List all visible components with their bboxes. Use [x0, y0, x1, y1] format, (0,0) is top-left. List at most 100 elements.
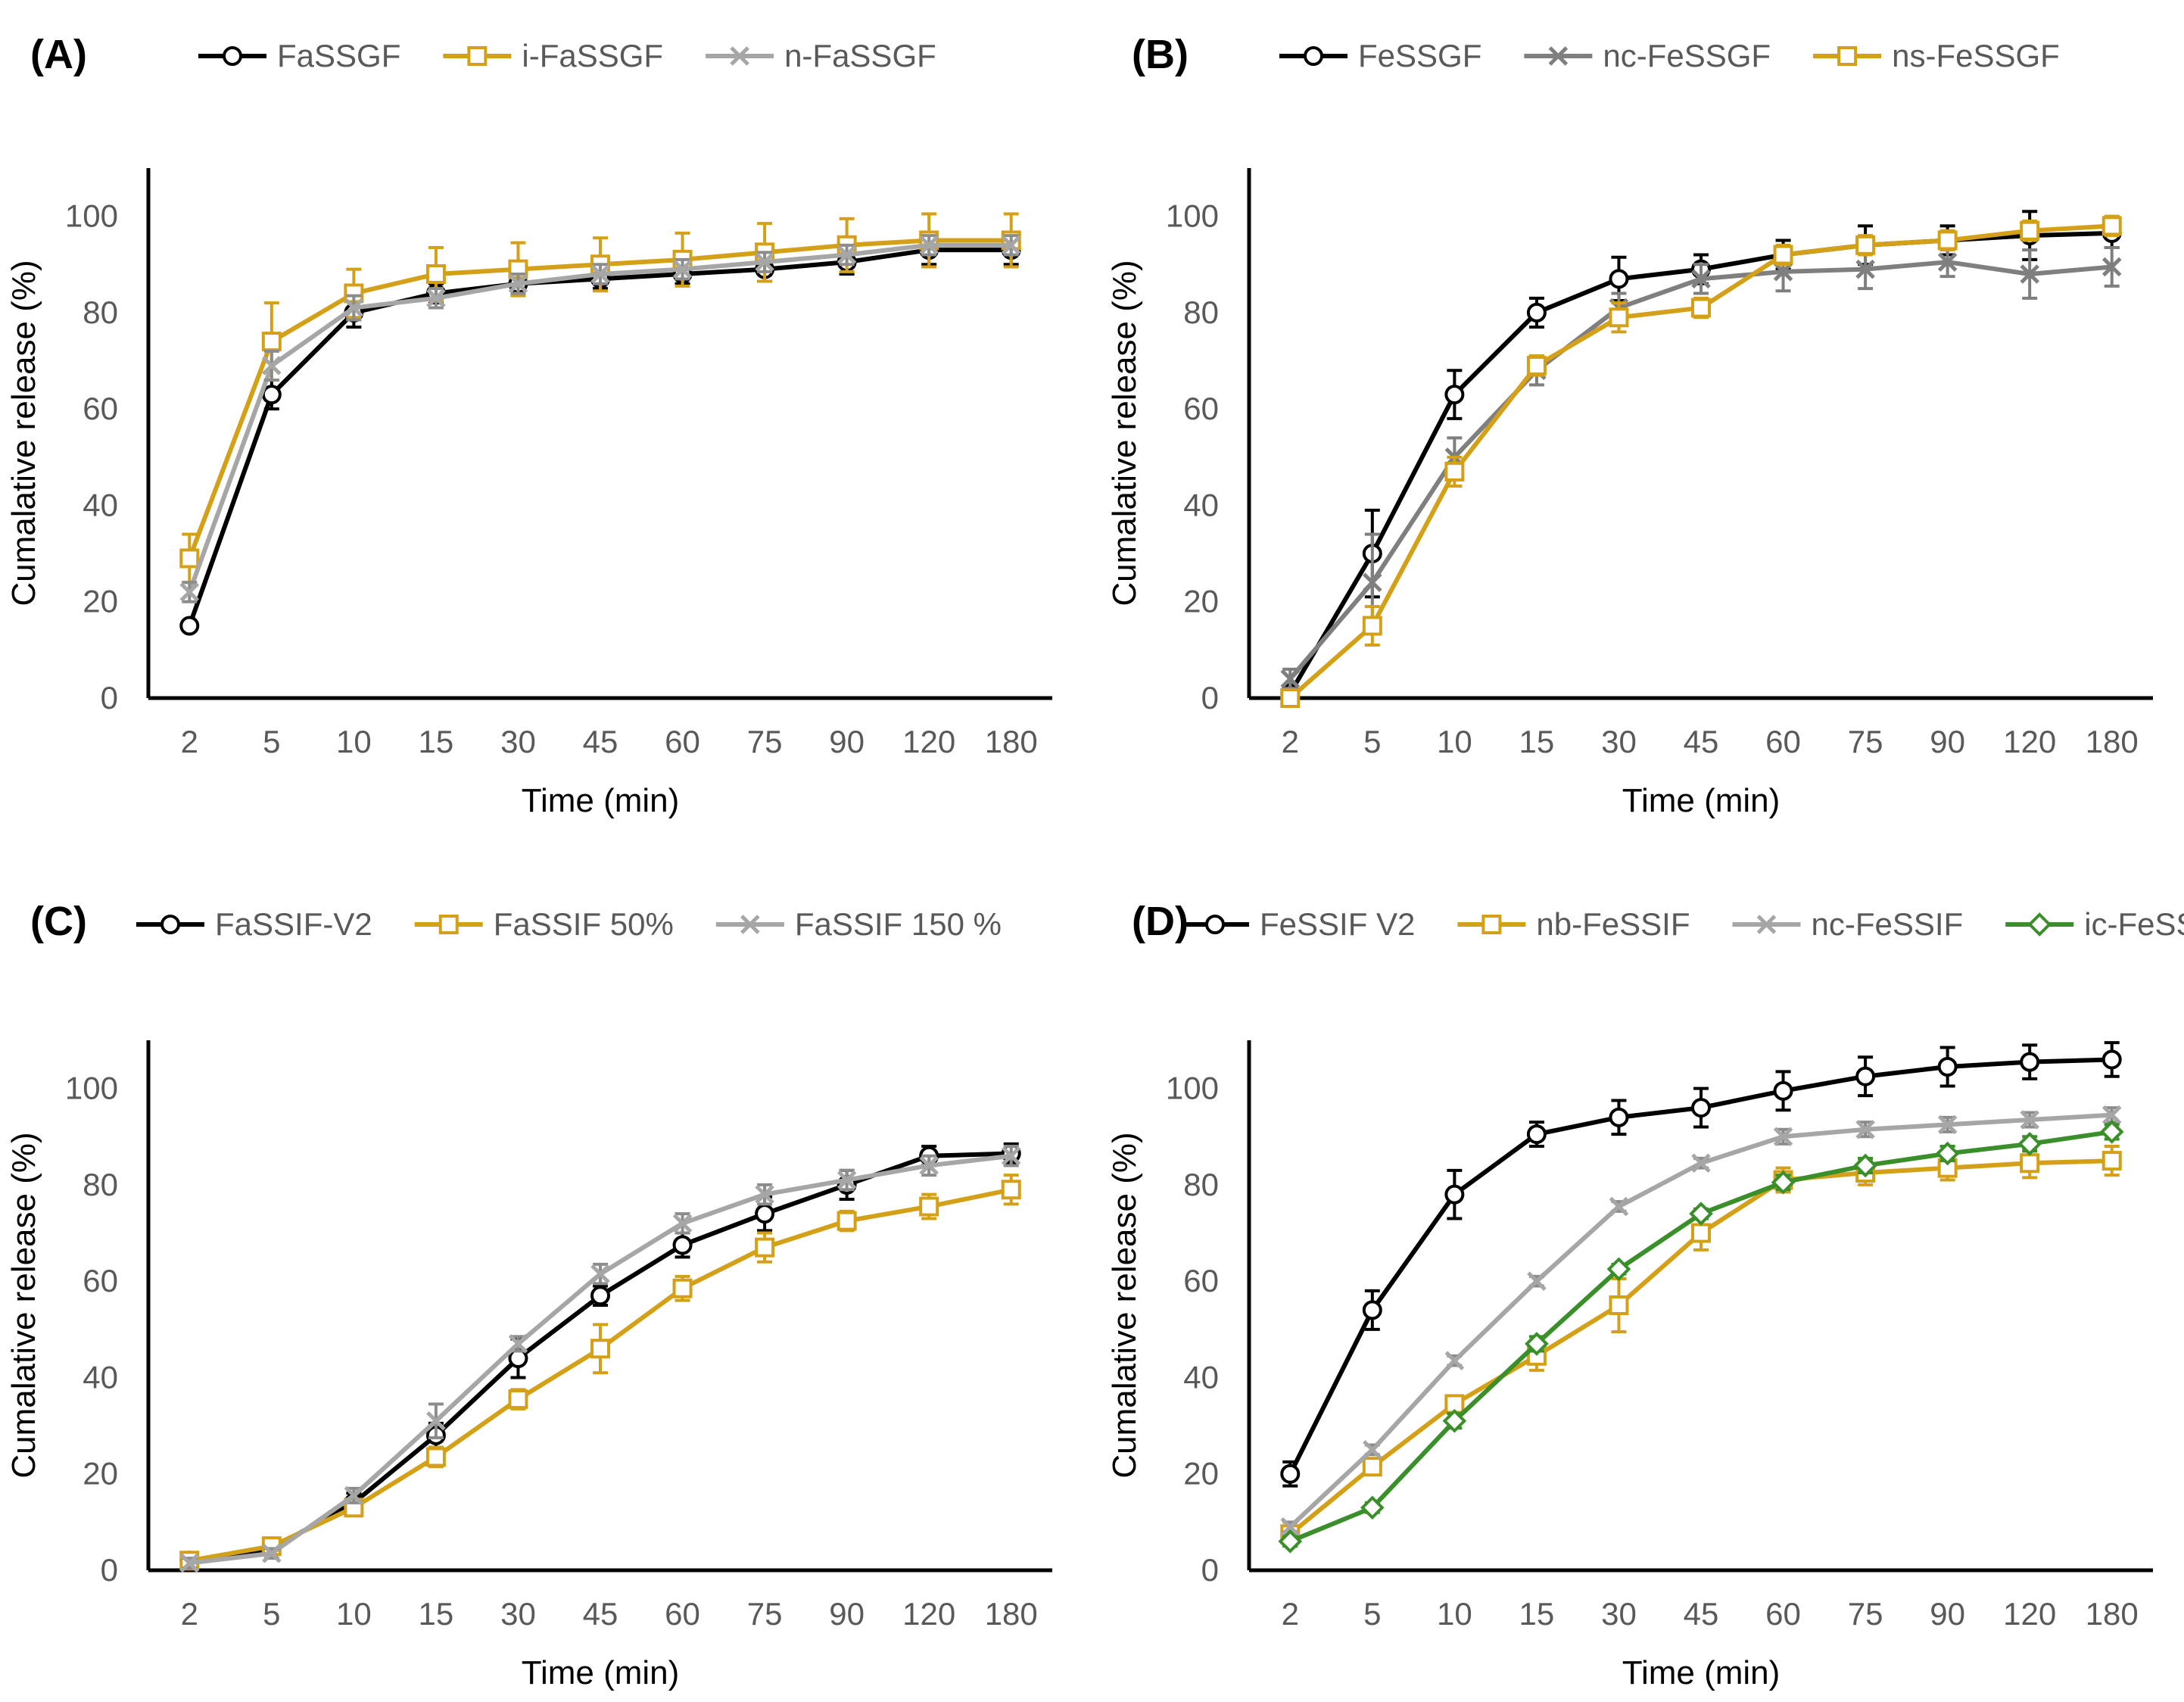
panel-a-point-n-fassgf-60: [672, 259, 693, 279]
panel-d-point-ic-fessif-5: [1360, 1495, 1385, 1520]
panel-d-series-ic-fessif: [1278, 1120, 2124, 1554]
panel-d-xtick-5: 5: [1363, 1596, 1381, 1632]
panel-d-ytick-0: 0: [1201, 1552, 1219, 1588]
panel-b-label: (B): [1132, 32, 1189, 77]
panel-d-point-nb-fessif-30: [1609, 1295, 1629, 1315]
panel-d-point-ic-fessif-75: [1853, 1153, 1877, 1178]
panel-c-point-fassif-50-60: [672, 1278, 693, 1298]
panel-a-point-i-fassgf-15: [425, 264, 446, 284]
panel-a-line-n-fassgf: [187, 242, 1011, 594]
panel-a-ytick-60: 60: [83, 391, 118, 426]
panel-d-point-nc-fessif-2: [1280, 1517, 1301, 1537]
panel-d-point-ic-fessif-30: [1606, 1257, 1631, 1282]
panel-a-xtick-10: 10: [336, 724, 372, 759]
panel-d-point-ic-fessif-60: [1771, 1170, 1796, 1195]
panel-a-point-n-fassgf-90: [837, 245, 857, 265]
panel-b: (B) FeSSGF nc-FeSSGF ns-FeSSGF 0 20 40 60 80 100 2…: [1106, 32, 2153, 819]
panel-c-point-fassif-150-45: [590, 1264, 610, 1284]
panel-a-point-fassgf-5: [261, 385, 282, 405]
panel-b-point-nc-fessgf-120: [2020, 264, 2039, 284]
panel-c-point-fassif-50-15: [425, 1447, 446, 1467]
panel-a-xtick-60: 60: [665, 724, 700, 759]
panel-d-xtick-90: 90: [1930, 1596, 1965, 1632]
panel-d-xtick-10: 10: [1437, 1596, 1472, 1632]
panel-b-ytick-0: 0: [1201, 680, 1219, 715]
panel-c-xtick-30: 30: [500, 1596, 536, 1632]
panel-d-line-ic-fessif: [1289, 1129, 2113, 1544]
panel-d-point-nc-fessif-120: [2020, 1110, 2039, 1130]
panel-b-xtick-5: 5: [1363, 724, 1381, 759]
panel-d-point-fessif-v2-90: [1937, 1057, 1958, 1077]
panel-c-xtick-90: 90: [829, 1596, 865, 1632]
panel-b-xlabel: Time (min): [1622, 782, 1781, 819]
panel-d-point-nb-fessif-5: [1362, 1457, 1382, 1477]
panel-b-ytick-100: 100: [1166, 198, 1219, 234]
panel-c-point-fassif-150-75: [755, 1184, 774, 1205]
panel-a-point-n-fassgf-45: [590, 264, 610, 284]
panel-d-point-fessif-v2-5: [1362, 1300, 1382, 1320]
panel-d-legend-marker-nb-fessif: [1481, 915, 1502, 934]
panel-c-xtick-15: 15: [419, 1596, 454, 1632]
panel-c-xlabel: Time (min): [522, 1654, 680, 1691]
panel-a-xtick-30: 30: [500, 724, 536, 759]
panel-d-point-ic-fessif-90: [1935, 1141, 1960, 1166]
panel-d-xlabel: Time (min): [1622, 1654, 1781, 1691]
panel-d-point-nc-fessif-10: [1444, 1351, 1465, 1370]
panel-d-legend-label-ic-fessif: ic-FeSSIF: [2084, 906, 2184, 942]
panel-b-point-nc-fessgf-180: [2101, 257, 2122, 277]
panel-c-xtick-75: 75: [747, 1596, 783, 1632]
panel-b-legend-marker-ns-fessgf: [1837, 46, 1858, 66]
panel-c-point-fassif-50-90: [837, 1211, 857, 1231]
panel-b-point-ns-fessgf-10: [1444, 461, 1465, 482]
panel-d-legend-label-nc-fessif: nc-FeSSIF: [1811, 906, 1963, 942]
panel-b-point-nc-fessgf-2: [1280, 669, 1301, 689]
panel-d-legend-label-nb-fessif: nb-FeSSIF: [1536, 906, 1690, 942]
panel-d-point-fessif-v2-60: [1773, 1080, 1793, 1101]
panel-c-xtick-2: 2: [181, 1596, 198, 1632]
panel-d-point-fessif-v2-120: [2020, 1052, 2040, 1072]
panel-c-xtick-120: 120: [902, 1596, 955, 1632]
panel-b-point-fessgf-10: [1444, 385, 1465, 405]
panel-a-xtick-2: 2: [181, 724, 198, 759]
panel-a-ylabel: Cumalative release (%): [5, 260, 42, 606]
panel-a-series-fassgf: [179, 234, 1021, 636]
panel-c: (C) FaSSIF-V2 FaSSIF 50% FaSSIF 150 % 0 20 40 6…: [5, 899, 1052, 1691]
panel-d-xtick-180: 180: [2086, 1596, 2139, 1632]
panel-c-point-fassif-150-30: [508, 1334, 528, 1354]
panel-b-xtick-10: 10: [1437, 724, 1472, 759]
panel-b-point-ns-fessgf-90: [1937, 230, 1958, 251]
panel-d-point-ic-fessif-10: [1442, 1408, 1467, 1433]
panel-c-point-fassif-150-10: [344, 1485, 364, 1506]
panel-b-point-nc-fessgf-60: [1773, 262, 1793, 282]
panel-a-point-n-fassgf-120: [919, 235, 939, 255]
panel-c-ytick-100: 100: [65, 1071, 118, 1106]
panel-b-point-nc-fessgf-45: [1691, 269, 1711, 289]
panel-b-xtick-60: 60: [1765, 724, 1801, 759]
panel-c-point-fassif-150-15: [426, 1411, 446, 1431]
panel-d-point-nc-fessif-15: [1527, 1271, 1547, 1291]
panel-b-point-nc-fessgf-5: [1363, 572, 1382, 593]
panel-b-ytick-20: 20: [1183, 584, 1219, 619]
panel-d-xtick-60: 60: [1765, 1596, 1801, 1632]
panel-a-xtick-75: 75: [747, 724, 783, 759]
panel-c-ylabel: Cumalative release (%): [5, 1132, 42, 1478]
panel-c-xtick-60: 60: [665, 1596, 700, 1632]
panel-d-point-ic-fessif-120: [2017, 1131, 2042, 1156]
panel-d-point-nc-fessif-5: [1363, 1440, 1382, 1460]
panel-c-point-fassif-50-120: [919, 1196, 939, 1217]
panel-b-legend-label-fessgf: FeSSGF: [1358, 38, 1481, 73]
panel-c-ytick-0: 0: [101, 1552, 118, 1588]
panel-d-series-fessif-v2: [1280, 1041, 2122, 1488]
panel-c-label: (C): [30, 899, 87, 944]
panel-a-point-n-fassgf-30: [508, 273, 528, 294]
panel-d: (D) FeSSIF V2 nb-FeSSIF nc-FeSSIF ic-FeSSIF 0…: [1106, 899, 2184, 1691]
panel-a-legend-label-fassgf: FaSSGF: [277, 38, 400, 73]
panel-b-legend-marker-fessgf: [1304, 46, 1323, 66]
panel-c-xtick-180: 180: [985, 1596, 1038, 1632]
panel-d-point-ic-fessif-15: [1525, 1332, 1549, 1356]
panel-c-series-fassif-150: [179, 1145, 1021, 1573]
panel-b-point-nc-fessgf-75: [1855, 259, 1875, 279]
panel-d-point-nc-fessif-60: [1773, 1127, 1793, 1147]
panel-c-ytick-60: 60: [83, 1263, 118, 1298]
